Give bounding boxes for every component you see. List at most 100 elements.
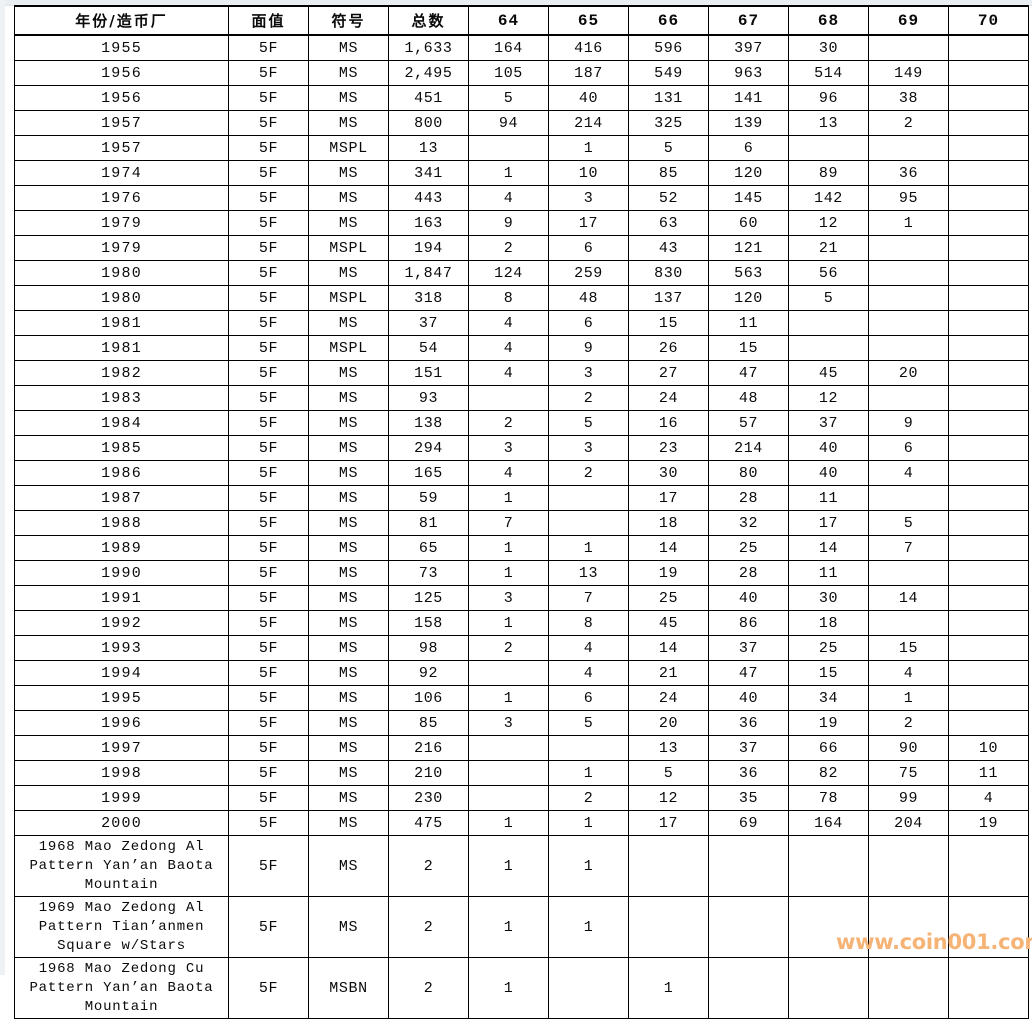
- cell-g67: 80: [708, 460, 789, 486]
- column-header-g69[interactable]: 69: [868, 5, 949, 36]
- cell-label: 1981: [14, 310, 229, 336]
- column-header-label[interactable]: 年份/造币厂: [14, 5, 229, 36]
- column-header-total[interactable]: 总数: [388, 5, 469, 36]
- cell-g69: 1: [868, 685, 949, 711]
- table-row[interactable]: 1985 5F MS 294 3 3 23 214 40 6: [14, 435, 1029, 461]
- table-row[interactable]: 1968 Mao Zedong Al Pattern Yan’an Baota …: [14, 835, 1029, 897]
- cell-total: 1,633: [388, 34, 469, 61]
- cell-g66: 137: [628, 285, 709, 311]
- table-row[interactable]: 1990 5F MS 73 1 13 19 28 11: [14, 560, 1029, 586]
- table-row[interactable]: 1993 5F MS 98 2 4 14 37 25 15: [14, 635, 1029, 661]
- table-row[interactable]: 1987 5F MS 59 1 17 28 11: [14, 485, 1029, 511]
- column-header-symbol[interactable]: 符号: [308, 5, 389, 36]
- table-row[interactable]: 1980 5F MS 1,847 124 259 830 563 56: [14, 260, 1029, 286]
- cell-denom: 5F: [228, 135, 309, 161]
- cell-g68: 96: [788, 85, 869, 111]
- table-row[interactable]: 1983 5F MS 93 2 24 48 12: [14, 385, 1029, 411]
- cell-g64: 3: [468, 435, 549, 461]
- cell-g64: 4: [468, 185, 549, 211]
- cell-total: 85: [388, 710, 469, 736]
- column-header-g64[interactable]: 64: [468, 5, 549, 36]
- cell-g67: 139: [708, 110, 789, 136]
- table-row[interactable]: 1994 5F MS 92 4 21 47 15 4: [14, 660, 1029, 686]
- table-row[interactable]: 1997 5F MS 216 13 37 66 90 10: [14, 735, 1029, 761]
- cell-g64: 1: [468, 957, 549, 1019]
- cell-g64: 4: [468, 360, 549, 386]
- cell-g67: 48: [708, 385, 789, 411]
- table-row[interactable]: 1982 5F MS 151 4 3 27 47 45 20: [14, 360, 1029, 386]
- table-row[interactable]: 1968 Mao Zedong Cu Pattern Yan’an Baota …: [14, 957, 1029, 1019]
- cell-symbol: MS: [308, 610, 389, 636]
- table-row[interactable]: 1979 5F MS 163 9 17 63 60 12 1: [14, 210, 1029, 236]
- table-row[interactable]: 1998 5F MS 210 1 5 36 82 75 11: [14, 760, 1029, 786]
- cell-g66: 325: [628, 110, 709, 136]
- cell-g70: [948, 260, 1029, 286]
- cell-g67: 40: [708, 585, 789, 611]
- table-row[interactable]: 1989 5F MS 65 1 1 14 25 14 7: [14, 535, 1029, 561]
- cell-g70: [948, 34, 1029, 61]
- table-row[interactable]: 1980 5F MSPL 318 8 48 137 120 5: [14, 285, 1029, 311]
- cell-g64: [468, 760, 549, 786]
- table-row[interactable]: 1986 5F MS 165 4 2 30 80 40 4: [14, 460, 1029, 486]
- cell-g66: 26: [628, 335, 709, 361]
- column-header-g66[interactable]: 66: [628, 5, 709, 36]
- table-row[interactable]: 1974 5F MS 341 1 10 85 120 89 36: [14, 160, 1029, 186]
- table-row[interactable]: 1999 5F MS 230 2 12 35 78 99 4: [14, 785, 1029, 811]
- table-row[interactable]: 1956 5F MS 2,495 105 187 549 963 514 149: [14, 60, 1029, 86]
- cell-g66: 30: [628, 460, 709, 486]
- cell-g67: 28: [708, 485, 789, 511]
- cell-g67: 28: [708, 560, 789, 586]
- table-row[interactable]: 2000 5F MS 475 1 1 17 69 164 204 19: [14, 810, 1029, 836]
- cell-g67: 32: [708, 510, 789, 536]
- table-row[interactable]: 1984 5F MS 138 2 5 16 57 37 9: [14, 410, 1029, 436]
- cell-g65: 48: [548, 285, 629, 311]
- cell-symbol: MSPL: [308, 285, 389, 311]
- table-row[interactable]: 1981 5F MS 37 4 6 15 11: [14, 310, 1029, 336]
- cell-symbol: MS: [308, 60, 389, 86]
- cell-label: 1981: [14, 335, 229, 361]
- cell-symbol: MS: [308, 685, 389, 711]
- column-header-g65[interactable]: 65: [548, 5, 629, 36]
- table-row[interactable]: 1957 5F MS 800 94 214 325 139 13 2: [14, 110, 1029, 136]
- cell-label: 1988: [14, 510, 229, 536]
- column-header-g70[interactable]: 70: [948, 5, 1029, 36]
- cell-symbol: MS: [308, 535, 389, 561]
- table-row[interactable]: 1992 5F MS 158 1 8 45 86 18: [14, 610, 1029, 636]
- cell-g68: 5: [788, 285, 869, 311]
- table-row[interactable]: 1976 5F MS 443 4 3 52 145 142 95: [14, 185, 1029, 211]
- cell-g66: 13: [628, 735, 709, 761]
- table-row[interactable]: 1991 5F MS 125 3 7 25 40 30 14: [14, 585, 1029, 611]
- table-row[interactable]: 1969 Mao Zedong Al Pattern Tian’anmen Sq…: [14, 896, 1029, 958]
- table-row[interactable]: 1979 5F MSPL 194 2 6 43 121 21: [14, 235, 1029, 261]
- cell-g70: [948, 460, 1029, 486]
- column-header-g67[interactable]: 67: [708, 5, 789, 36]
- cell-g69: [868, 135, 949, 161]
- table-row[interactable]: 1981 5F MSPL 54 4 9 26 15: [14, 335, 1029, 361]
- table-header-row: 年份/造币厂 面值 符号 总数 64 65 66 67 68 69 70: [14, 5, 1029, 36]
- cell-g67: 37: [708, 735, 789, 761]
- cell-symbol: MSPL: [308, 135, 389, 161]
- cell-g65: 3: [548, 360, 629, 386]
- cell-g67: 120: [708, 285, 789, 311]
- table-row[interactable]: 1957 5F MSPL 13 1 5 6: [14, 135, 1029, 161]
- table-row[interactable]: 1956 5F MS 451 5 40 131 141 96 38: [14, 85, 1029, 111]
- cell-g68: 40: [788, 460, 869, 486]
- cell-g66: 596: [628, 34, 709, 61]
- cell-symbol: MS: [308, 185, 389, 211]
- cell-g68: 11: [788, 560, 869, 586]
- table-row[interactable]: 1988 5F MS 81 7 18 32 17 5: [14, 510, 1029, 536]
- table-row[interactable]: 1995 5F MS 106 1 6 24 40 34 1: [14, 685, 1029, 711]
- column-header-g68[interactable]: 68: [788, 5, 869, 36]
- cell-g69: 2: [868, 110, 949, 136]
- cell-symbol: MS: [308, 260, 389, 286]
- cell-g64: 1: [468, 560, 549, 586]
- cell-g67: 40: [708, 685, 789, 711]
- cell-g68: 12: [788, 210, 869, 236]
- table-row[interactable]: 1996 5F MS 85 3 5 20 36 19 2: [14, 710, 1029, 736]
- cell-g66: 63: [628, 210, 709, 236]
- cell-g66: 830: [628, 260, 709, 286]
- cell-g68: 89: [788, 160, 869, 186]
- column-header-denom[interactable]: 面值: [228, 5, 309, 36]
- cell-g66: 45: [628, 610, 709, 636]
- table-row[interactable]: 1955 5F MS 1,633 164 416 596 397 30: [14, 34, 1029, 61]
